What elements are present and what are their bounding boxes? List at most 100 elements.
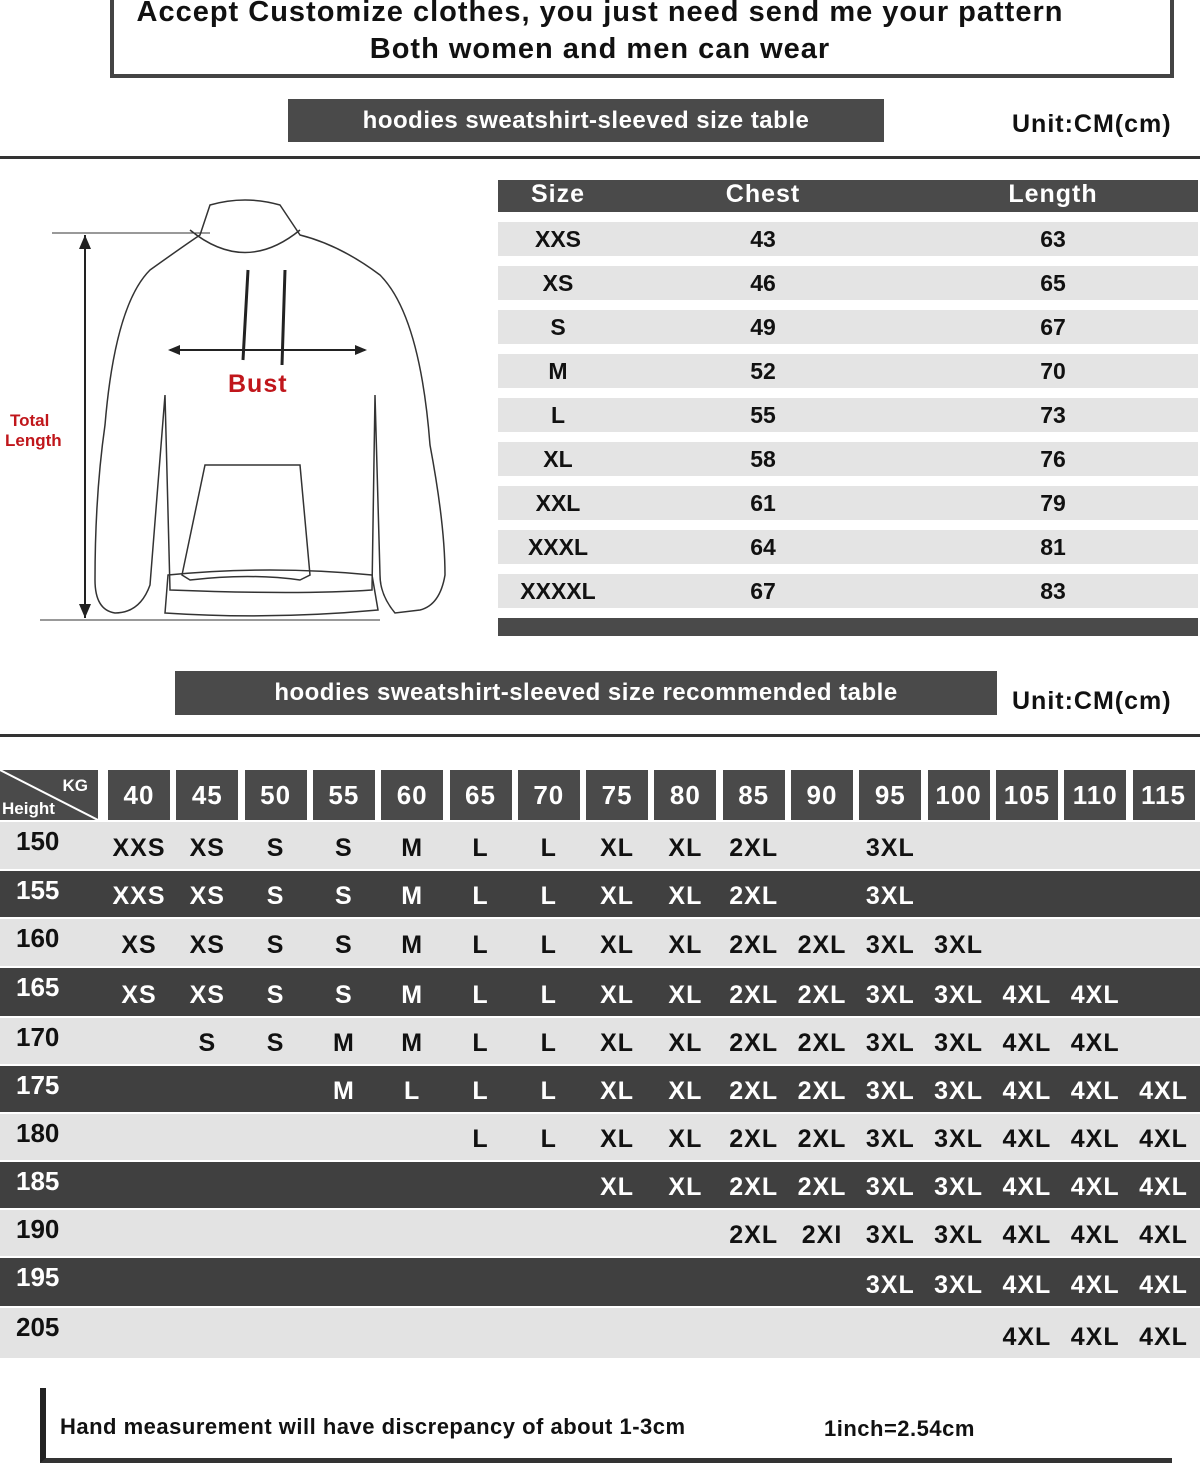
size-cell: S — [335, 882, 353, 910]
height-value: 160 — [16, 923, 60, 953]
divider — [0, 156, 1200, 159]
size-cell: 4XL — [1139, 1125, 1188, 1153]
height-row: 180 L L XL XL 2XL 2XL 3XL 3XL 4XL 4XL 4XL — [0, 1114, 1200, 1160]
size-table-unit: Unit:CM(cm) — [1012, 110, 1172, 138]
column-header-size: Size — [530, 180, 586, 208]
weight-header-cell: 55 — [312, 770, 375, 820]
size-cell: S — [335, 834, 353, 862]
cell-length: 79 — [1040, 489, 1066, 516]
size-cell: 3XL — [865, 1271, 915, 1299]
size-cell: L — [540, 1077, 557, 1105]
header-frame — [110, 0, 1174, 78]
cell-size: XL — [543, 445, 573, 472]
size-cell: 3XL — [934, 1077, 984, 1105]
recommended-size-table: KG Height 40 45 50 55 60 65 70 75 80 85 90 95 100 105… — [0, 770, 1200, 1358]
total-length-label-2: Length — [5, 431, 62, 450]
size-cell: XL — [668, 1173, 703, 1201]
size-row: XXS 43 63 — [498, 222, 1198, 256]
size-table-footer-bar — [498, 618, 1198, 636]
size-cell: XS — [189, 931, 225, 959]
weight-header-cell: 85 — [722, 770, 785, 820]
height-row: 205 4XL 4XL 4XL — [0, 1308, 1200, 1358]
cell-chest: 61 — [750, 489, 776, 516]
size-cell: XL — [668, 834, 703, 862]
size-cell: XL — [600, 1077, 635, 1105]
cell-length: 67 — [1040, 313, 1066, 340]
size-cell: M — [332, 1029, 355, 1057]
size-cell: 4XL — [1002, 981, 1052, 1009]
size-cell: 2XL — [797, 1125, 847, 1153]
size-cell: M — [401, 931, 424, 959]
size-cell: XL — [600, 882, 635, 910]
size-table: Size Chest Length XXS 43 63 XS 46 65 S 49 67 M 52 7… — [498, 180, 1198, 636]
size-cell: XL — [600, 981, 635, 1009]
size-cell: 3XL — [934, 1029, 984, 1057]
size-cell: 2XL — [729, 882, 779, 910]
size-cell: 4XL — [1002, 1029, 1052, 1057]
size-cell: 3XL — [934, 1221, 984, 1249]
cell-length: 73 — [1040, 401, 1066, 428]
size-cell: XL — [600, 1125, 635, 1153]
height-row: 175 M L L L XL XL 2XL 2XL 3XL 3XL 4XL 4XL 4XL — [0, 1066, 1200, 1112]
size-cell: L — [472, 834, 489, 862]
size-cell: 3XL — [934, 1271, 984, 1299]
size-cell: 3XL — [865, 882, 915, 910]
weight-header-cell: 40 — [108, 770, 170, 820]
size-cell: 4XL — [1070, 1323, 1120, 1351]
weight-header-cell: 115 — [1132, 770, 1195, 820]
size-row: S 49 67 — [498, 310, 1198, 344]
size-cell: 3XL — [865, 1173, 915, 1201]
height-value: 170 — [16, 1022, 60, 1052]
size-row: XXL 61 79 — [498, 486, 1198, 520]
size-cell: L — [540, 1029, 557, 1057]
cell-chest: 49 — [750, 313, 776, 340]
height-label: Height — [2, 799, 55, 818]
size-cell: 3XL — [934, 981, 984, 1009]
weight-header-cell: 90 — [791, 770, 853, 820]
column-header-chest: Chest — [725, 180, 801, 208]
size-cell: S — [266, 981, 285, 1009]
cell-size: XXL — [535, 489, 581, 516]
inch-conversion: 1inch=2.54cm — [824, 1416, 975, 1441]
size-cell: XXS — [112, 882, 166, 910]
size-cell: 4XL — [1002, 1271, 1052, 1299]
height-value: 180 — [16, 1118, 60, 1148]
cell-length: 63 — [1040, 225, 1066, 252]
height-value: 195 — [16, 1262, 60, 1292]
size-cell: XS — [121, 981, 157, 1009]
size-cell: M — [401, 834, 424, 862]
weight-header-cell: 45 — [176, 770, 239, 820]
size-cell: 4XL — [1002, 1221, 1052, 1249]
size-cell: S — [266, 834, 285, 862]
size-cell: 3XL — [865, 1125, 915, 1153]
height-row: 195 3XL 3XL 4XL 4XL 4XL — [0, 1258, 1200, 1306]
height-value: 185 — [16, 1166, 60, 1196]
recommended-table-banner: hoodies sweatshirt-sleeved size recommen… — [175, 671, 997, 715]
size-cell: 4XL — [1139, 1077, 1188, 1105]
weight-header-cell: 110 — [1064, 770, 1127, 820]
size-cell: L — [540, 981, 557, 1009]
size-cell: S — [266, 1029, 285, 1057]
size-cell: XS — [121, 931, 157, 959]
cell-length: 83 — [1040, 577, 1066, 604]
height-row: 150 XXS XS S S M L L XL XL 2XL 3XL — [0, 822, 1200, 869]
size-cell: 2XL — [797, 1029, 847, 1057]
size-cell: XXS — [112, 834, 166, 862]
size-table-banner: hoodies sweatshirt-sleeved size table — [288, 99, 884, 142]
cell-chest: 52 — [750, 357, 776, 384]
size-cell: 4XL — [1002, 1125, 1052, 1153]
cell-size: S — [550, 313, 566, 340]
size-cell: 4XL — [1139, 1221, 1188, 1249]
cell-size: XXXL — [527, 533, 589, 560]
size-table-header: Size Chest Length — [498, 180, 1198, 212]
cell-chest: 55 — [750, 401, 776, 428]
size-cell: 2XL — [797, 931, 847, 959]
height-row: 185 XL XL 2XL 2XL 3XL 3XL 4XL 4XL 4XL — [0, 1162, 1200, 1208]
size-cell: S — [198, 1029, 217, 1057]
size-cell: 3XL — [865, 834, 915, 862]
size-cell: 2XL — [797, 1077, 847, 1105]
size-cell: L — [540, 1125, 557, 1153]
total-length-label-1: Total — [10, 411, 50, 430]
size-cell: L — [540, 834, 557, 862]
size-cell: 4XL — [1070, 1173, 1120, 1201]
